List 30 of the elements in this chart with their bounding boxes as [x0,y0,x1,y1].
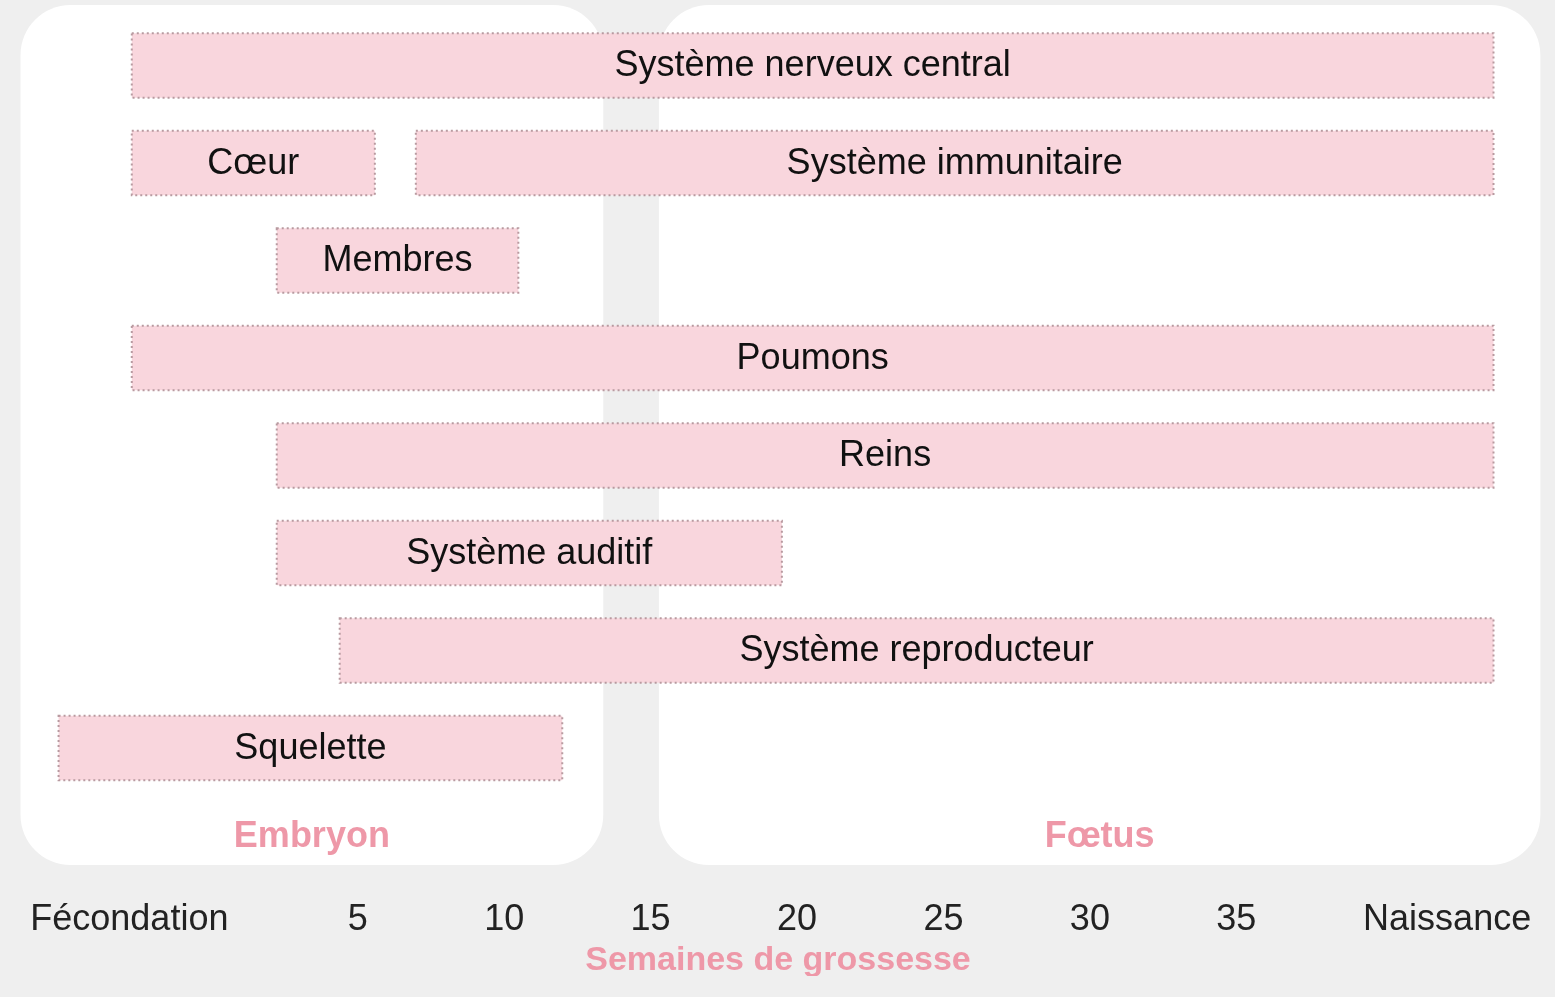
y-tick-label: Reins [839,433,932,475]
bar [275,227,520,294]
bar [275,519,783,587]
x-tick-label: 30 [1069,896,1110,938]
band-label: Fœtus [1044,813,1155,855]
y-tick-label: Système nerveux central [614,43,1011,85]
bar [57,714,564,782]
x-tick-label: 20 [777,896,818,938]
y-tick-label: Système auditif [406,530,654,572]
y-tick-label: Poumons [736,335,889,377]
bar [130,32,1495,99]
x-tick-label: 10 [484,896,525,938]
x-tick-label: Naissance [1363,896,1532,938]
bar [275,422,1495,489]
bar [130,129,376,197]
bar [130,324,1495,392]
y-tick-label: Cœur [207,140,300,182]
series-label: Système immunitaire [786,140,1123,182]
band-label: Embryon [233,813,390,855]
x-tick-label: Fécondation [30,896,229,938]
x-tick-label: 35 [1216,896,1257,938]
x-tick-label: 15 [630,896,671,938]
x-tick-label: 25 [923,896,964,938]
y-tick-label: Système reproducteur [739,628,1094,670]
x-tick-label: 5 [347,896,368,938]
y-tick-label: Squelette [234,725,387,767]
x-axis-title: Semaines de grossesse [585,938,971,977]
bar [414,129,1495,197]
bar [338,617,1495,684]
y-tick-label: Membres [322,238,473,280]
